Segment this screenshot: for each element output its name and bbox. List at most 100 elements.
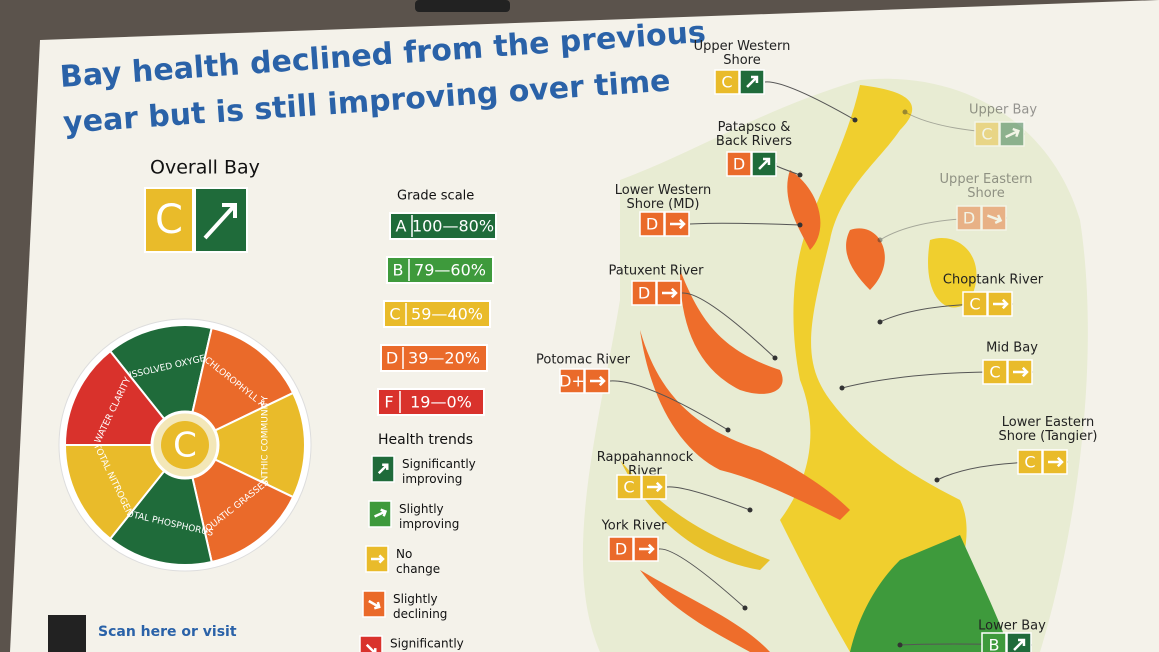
trend-arrow [758, 157, 771, 170]
region-grade-box [982, 359, 1008, 385]
region: Lower Eastern Shore (Tangier) C [934, 415, 1098, 483]
scale-box [377, 388, 485, 416]
scale-range: 59—40% [411, 305, 483, 324]
scale-box [386, 256, 494, 284]
leader-dot [839, 385, 845, 391]
region-grade-box [956, 205, 982, 231]
region-grade-box [559, 368, 585, 394]
scale-range: 39—20% [408, 349, 480, 368]
leader-dot [725, 427, 731, 433]
scan-text: Scan here or visit [98, 624, 237, 640]
region-grade: C [981, 125, 992, 144]
region-grade: D [615, 540, 627, 559]
wheel-segment [183, 326, 295, 447]
trend-arrow [662, 287, 678, 299]
region-grade-box [962, 291, 988, 317]
region-grade-box [726, 151, 752, 177]
region-trend-box [751, 151, 777, 177]
region: York River D [601, 519, 748, 611]
region-name: York River [601, 519, 668, 534]
trend-arrow [746, 75, 759, 88]
region-name: Lower Eastern Shore (Tangier) [999, 415, 1098, 444]
wheel-segment [63, 444, 188, 541]
region: Choptank River C [877, 273, 1044, 325]
scale-grade: F [384, 393, 393, 412]
region-name: Upper Eastern Shore [940, 172, 1033, 201]
trend-label: Slightly declining [393, 592, 447, 621]
trend-arrow [647, 481, 663, 493]
leader-dot [877, 319, 883, 325]
grade-scale: A 100—80% B 79—60% C 59—40% D 39—20% F 19—0% [377, 212, 497, 416]
region-grade: C [1024, 453, 1035, 472]
leader-dot [897, 642, 903, 648]
region-grade-box [616, 474, 642, 500]
leader-dot [902, 109, 908, 115]
trend-arrow [1013, 366, 1029, 378]
region-grade: D [963, 209, 975, 228]
wheel-segment [183, 443, 295, 564]
region-grade: D [638, 284, 650, 303]
region-name: Lower Western Shore (MD) [615, 183, 711, 212]
trend-arrow [1013, 638, 1026, 651]
scale-range: 100—80% [412, 217, 494, 236]
scale-box [383, 300, 491, 328]
regions: Upper Western Shore C Upper Bay C Patapsco & B… [536, 39, 1097, 652]
leader-dot [877, 237, 883, 243]
region-grade-box [639, 211, 665, 237]
overall-grade: C [155, 197, 183, 243]
region-grade: C [989, 363, 1000, 382]
region-grade: C [623, 478, 634, 497]
region-name: Mid Bay [986, 341, 1038, 356]
scale-box [380, 344, 488, 372]
scale-range: 19—0% [410, 393, 472, 412]
trend-arrow [371, 554, 385, 564]
leader-line [666, 486, 751, 511]
region-name: Potomac River [536, 353, 631, 368]
qr-code [48, 615, 86, 652]
region-name: Choptank River [943, 273, 1044, 288]
trend-arrow [377, 463, 389, 475]
trend-arrow [374, 508, 388, 518]
scale-grade: D [386, 349, 398, 368]
scale-range: 79—60% [414, 261, 486, 280]
region: Patuxent River D [609, 264, 778, 361]
leader-line [658, 548, 746, 609]
region-name: Patuxent River [609, 264, 705, 279]
scale-grade: A [396, 217, 407, 236]
leader-dot [934, 477, 940, 483]
trend-box [359, 635, 383, 652]
trend-label: No change [396, 547, 440, 576]
scale-box [389, 212, 497, 240]
region-trend-box [999, 121, 1025, 147]
trend-label: Significantly [390, 637, 464, 651]
trend-arrow [986, 214, 1003, 225]
trend-arrow [993, 298, 1009, 310]
trend-label: Significantly improving [402, 457, 476, 486]
leader-line [609, 380, 729, 431]
region-name: Upper Western Shore [694, 39, 791, 68]
scale-grade: C [389, 305, 400, 324]
region-grade-box [981, 632, 1007, 652]
wheel-segment [182, 391, 306, 499]
leader-dot [852, 117, 858, 123]
region: Upper Eastern Shore D [877, 172, 1033, 243]
leader-line [689, 222, 801, 226]
region-grade-box [608, 536, 634, 562]
region: Upper Bay C [902, 103, 1037, 147]
leader-line [879, 217, 1008, 241]
clip [415, 0, 510, 12]
map [582, 78, 1088, 652]
region-grade: C [969, 295, 980, 314]
trend-arrow [639, 543, 655, 555]
region-grade-box [1017, 449, 1043, 475]
leader-dot [797, 222, 803, 228]
grade-scale-title: Grade scale [397, 189, 474, 204]
center-grade: C [173, 426, 197, 466]
trend-arrow [368, 599, 381, 610]
health-trends: Significantly improving Slightly improving N… [359, 455, 476, 652]
region-grade-box [631, 280, 657, 306]
region-name: Patapsco & Back Rivers [716, 120, 792, 149]
